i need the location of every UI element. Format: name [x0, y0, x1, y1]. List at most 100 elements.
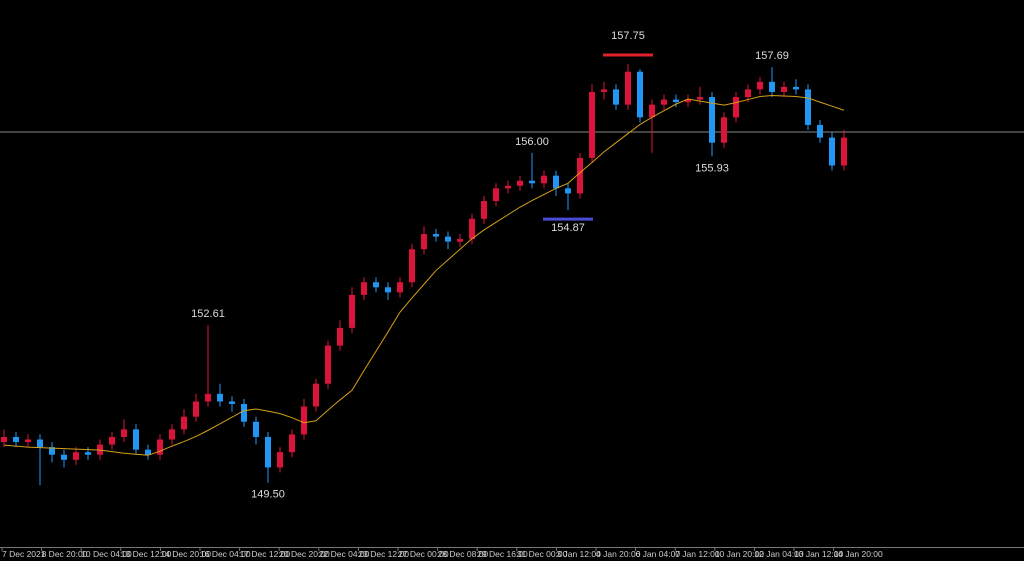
candle-body: [265, 436, 271, 468]
candle-body: [805, 89, 811, 125]
candle-body: [757, 81, 763, 90]
candle-body: [505, 185, 511, 189]
candle-body: [325, 345, 331, 384]
x-tick-label: 6 Jan 04:00: [636, 549, 681, 559]
x-tick-label: 10 Jan 20:00: [715, 549, 764, 559]
candle-body: [421, 234, 427, 250]
candle-body: [385, 287, 391, 293]
candle-body: [253, 421, 259, 437]
x-tick-label: 14 Jan 20:00: [834, 549, 883, 559]
price-annotation: 157.69: [755, 50, 789, 62]
candle-body: [589, 91, 595, 158]
candle-body: [205, 393, 211, 402]
candle-body: [145, 449, 151, 455]
x-tick-label: 7 Dec 2021: [2, 549, 46, 559]
x-tick-label: 27 Dec 00:00: [398, 549, 449, 559]
x-tick-label: 23 Dec 12:00: [358, 549, 409, 559]
candle-body: [697, 97, 703, 100]
candle-body: [709, 97, 715, 143]
candle-body: [397, 282, 403, 293]
candle-body: [469, 218, 475, 240]
candle-body: [361, 282, 367, 295]
x-tick-label: 29 Dec 16:00: [477, 549, 528, 559]
candle-body: [685, 99, 691, 103]
x-tick-label: 16 Dec 04:00: [200, 549, 251, 559]
candle-body: [553, 175, 559, 189]
price-annotation: 152.61: [191, 308, 225, 320]
x-tick-label: 4 Jan 20:00: [596, 549, 641, 559]
candle-body: [673, 99, 679, 103]
candle-body: [745, 89, 751, 98]
x-tick-label: 12 Jan 04:00: [754, 549, 803, 559]
x-tick-label: 14 Dec 20:00: [160, 549, 211, 559]
x-tick-label: 17 Dec 12:00: [240, 549, 291, 559]
price-annotation: 149.50: [251, 489, 285, 501]
candle-body: [577, 157, 583, 194]
candle-body: [733, 97, 739, 118]
x-tick-label: 20 Dec 20:00: [279, 549, 330, 559]
candle-body: [157, 439, 163, 455]
candle-body: [217, 393, 223, 402]
candle-body: [841, 137, 847, 166]
candle-body: [289, 434, 295, 453]
candle-body: [133, 429, 139, 450]
candle-body: [373, 282, 379, 288]
candle-body: [517, 180, 523, 186]
x-tick-label: 13 Jan 12:00: [794, 549, 843, 559]
x-tick-label: 28 Dec 08:00: [438, 549, 489, 559]
candle-body: [661, 99, 667, 105]
price-annotation: 156.00: [515, 136, 549, 148]
candle-body: [721, 117, 727, 143]
candle-body: [73, 452, 79, 460]
candle-body: [445, 236, 451, 242]
candle-body: [433, 234, 439, 237]
candle-body: [13, 436, 19, 443]
candle-body: [241, 403, 247, 422]
candle-body: [313, 383, 319, 407]
candle-body: [625, 71, 631, 105]
candle-body: [37, 439, 43, 448]
candle-body: [493, 188, 499, 202]
candle-body: [181, 416, 187, 430]
candle-body: [817, 124, 823, 138]
candle-body: [781, 86, 787, 92]
candle-body: [565, 188, 571, 194]
candle-body: [649, 104, 655, 118]
candle-body: [481, 201, 487, 219]
candle-body: [601, 89, 607, 92]
x-tick-label: 13 Dec 12:00: [121, 549, 172, 559]
candle-body: [529, 180, 535, 184]
candle-body: [97, 444, 103, 455]
candle-body: [409, 249, 415, 283]
candle-body: [1, 436, 7, 443]
candle-body: [49, 447, 55, 455]
candle-body: [229, 401, 235, 404]
x-tick-label: 10 Dec 04:00: [81, 549, 132, 559]
moving-average: [3, 95, 845, 456]
candle-body: [277, 452, 283, 468]
candle-body: [457, 239, 463, 242]
candle-body: [193, 401, 199, 417]
price-annotation: 154.87: [551, 222, 585, 234]
candle-body: [61, 454, 67, 460]
candle-body: [337, 327, 343, 346]
candle-body: [613, 89, 619, 105]
x-tick-label: 31 Dec 00:00: [517, 549, 568, 559]
candle-body: [793, 86, 799, 90]
candle-body: [301, 406, 307, 435]
x-tick-label: 22 Dec 04:00: [319, 549, 370, 559]
candle-body: [169, 429, 175, 440]
candle-body: [349, 294, 355, 328]
candle-body: [109, 436, 115, 445]
price-annotation: 155.93: [695, 162, 729, 174]
price-annotation: 157.75: [611, 30, 645, 42]
candle-body: [85, 452, 91, 455]
candle-body: [769, 81, 775, 92]
x-tick-label: 7 Jan 12:00: [675, 549, 720, 559]
candle-body: [25, 439, 31, 443]
x-tick-label: 3 Jan 12:00: [556, 549, 601, 559]
candle-body: [121, 429, 127, 437]
